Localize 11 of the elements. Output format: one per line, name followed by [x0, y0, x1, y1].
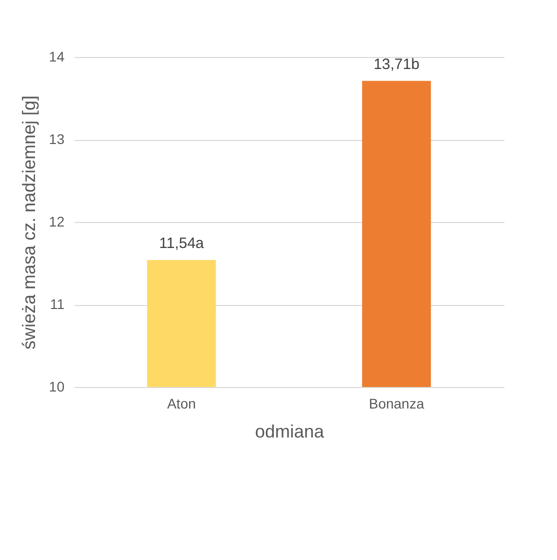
y-tick-label: 11	[50, 296, 65, 312]
x-axis-title: odmiana	[254, 422, 326, 442]
data-label: 13,71b	[374, 56, 420, 73]
y-axis-title: świeża masa cz. nadziemnej [g]	[18, 95, 39, 350]
x-tick-label: Bonanza	[368, 396, 424, 412]
x-tick-label: Aton	[167, 396, 196, 412]
y-tick-label: 13	[48, 131, 65, 147]
data-label: 11,54a	[159, 234, 205, 252]
y-tick-label: 10	[48, 378, 65, 394]
y-tick-label: 14	[48, 48, 65, 64]
y-tick-label: 12	[48, 214, 65, 230]
